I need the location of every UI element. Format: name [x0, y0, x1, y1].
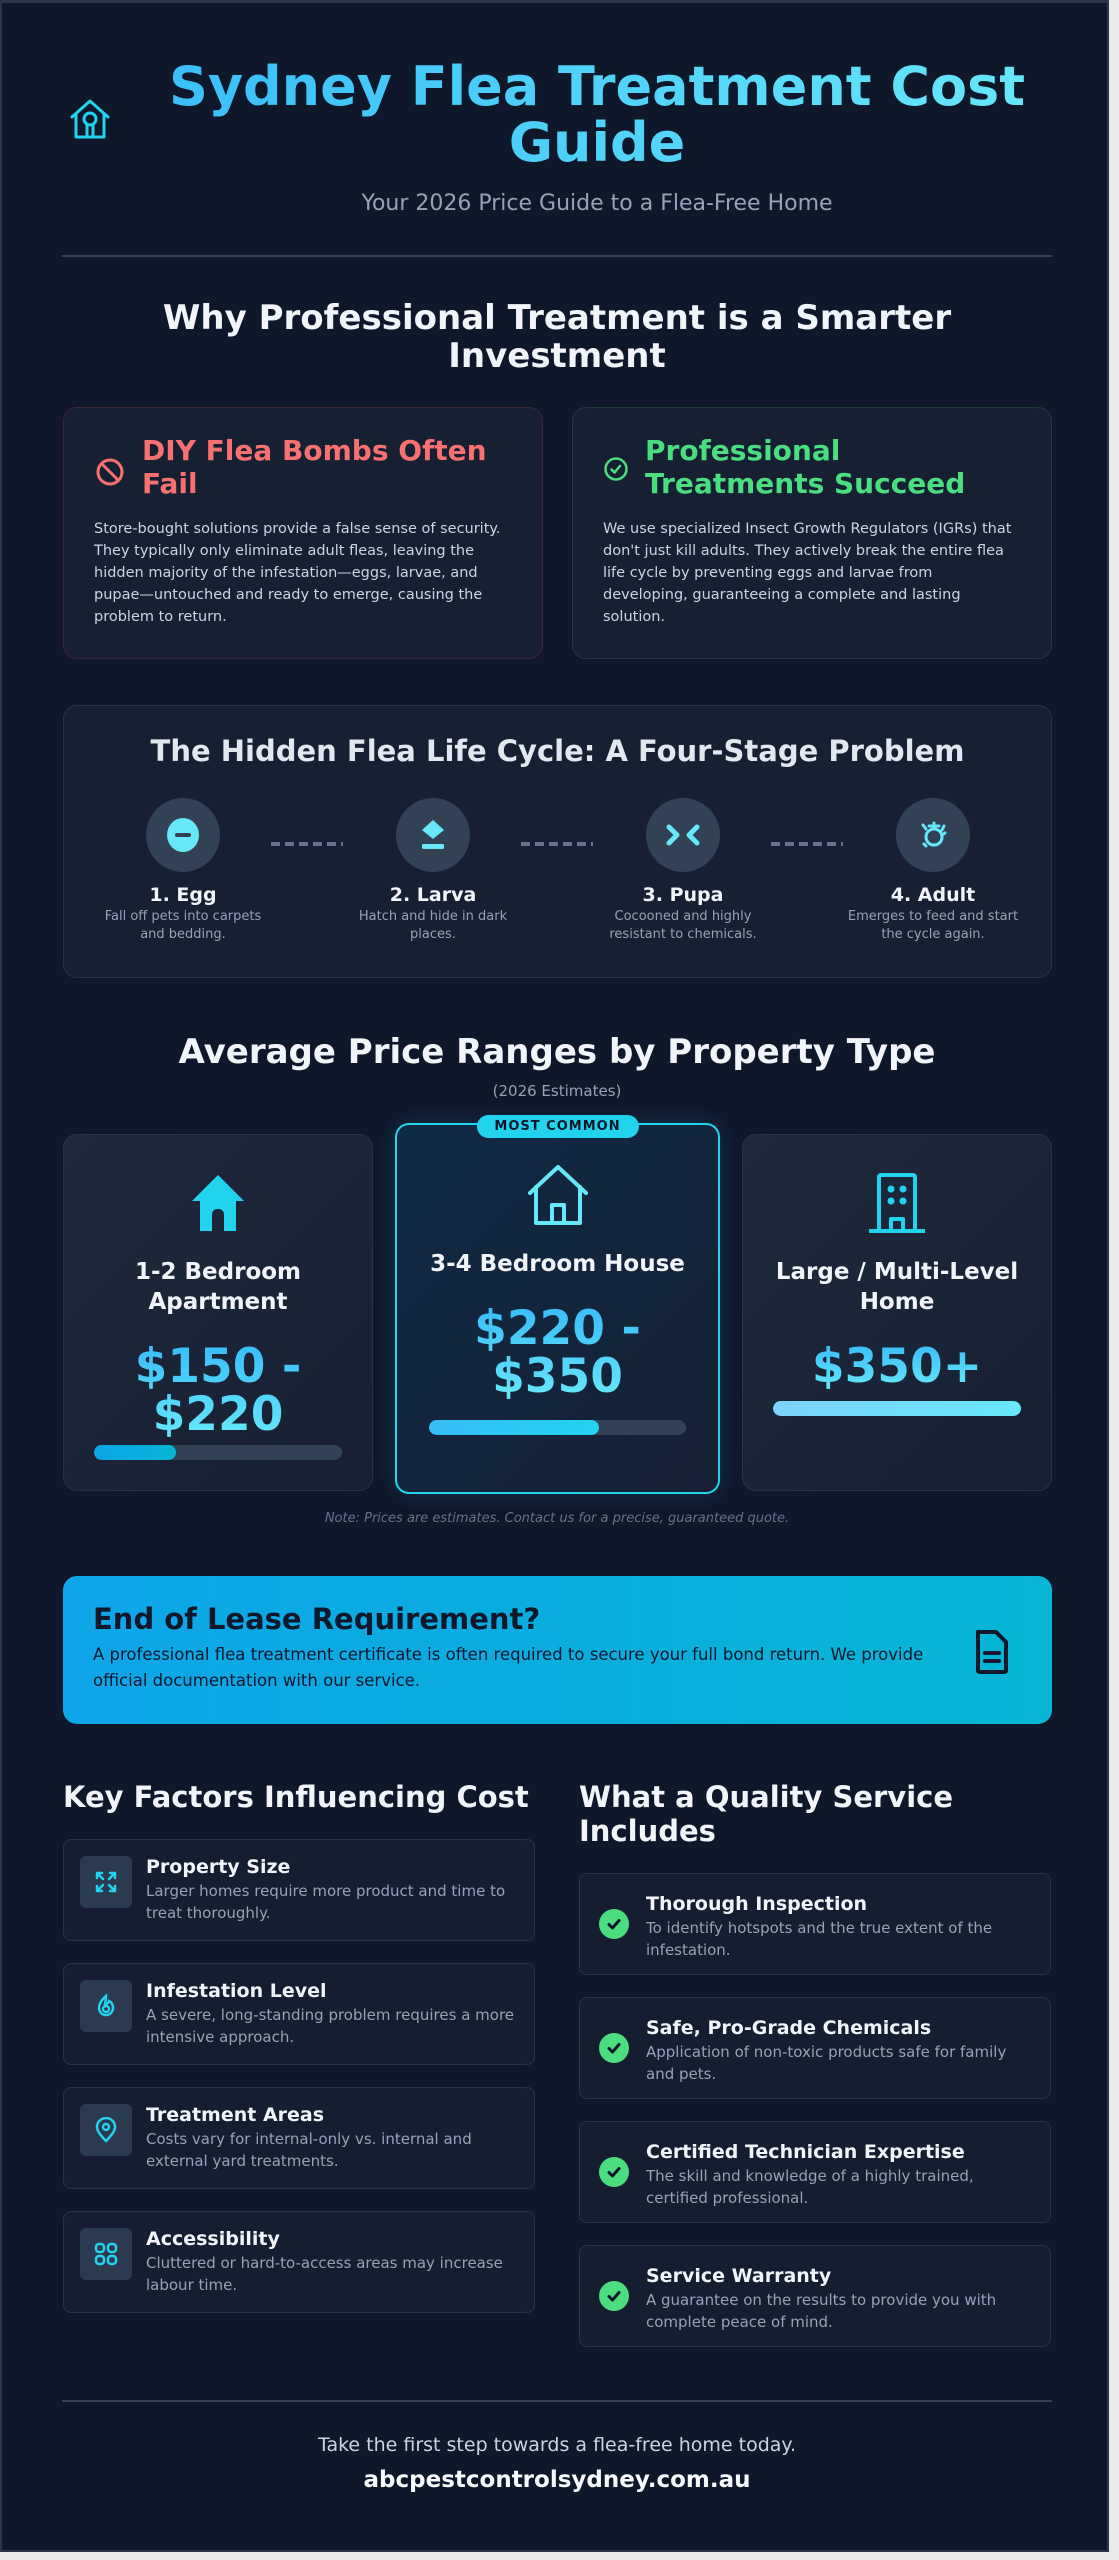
end-of-lease-banner: End of Lease Requirement? A professional…	[63, 1576, 1052, 1724]
diy-card: DIY Flea Bombs Often Fail Store-bought s…	[63, 407, 543, 659]
professional-card-body: We use specialized Insect Growth Regulat…	[603, 521, 1012, 625]
page-title: Sydney Flea Treatment Cost Guide	[142, 59, 1052, 171]
grid-icon	[94, 2242, 118, 2266]
header-divider	[62, 255, 1052, 257]
price-card-house: MOST COMMON 3-4 Bedroom House $220 - $35…	[395, 1115, 720, 1494]
price-card-title: 3-4 Bedroom House	[430, 1251, 685, 1277]
lifecycle-stage-pupa: 3. Pupa Cocooned and highly resistant to…	[593, 798, 773, 944]
check-icon	[607, 2043, 621, 2054]
services-title: What a Quality Service Includes	[579, 1780, 953, 1848]
lifecycle-connector	[271, 842, 343, 846]
cocoon-icon	[666, 824, 700, 846]
lease-title: End of Lease Requirement?	[93, 1602, 541, 1636]
lease-body: A professional flea treatment certificat…	[93, 1645, 924, 1690]
map-pin-icon	[95, 2117, 117, 2143]
egg-icon	[167, 818, 199, 852]
service-item: Certified Technician Expertise The skill…	[579, 2121, 1051, 2223]
price-card-title: 1-2 Bedroom Apartment	[134, 1259, 302, 1315]
building-icon	[869, 1173, 925, 1233]
comparison-title: Why Professional Treatment is a Smarter …	[162, 298, 952, 376]
footer-cta: Take the first step towards a flea-free …	[317, 2434, 796, 2456]
house-solid-icon	[192, 1175, 244, 1231]
expand-icon	[95, 1871, 117, 1893]
factors-title: Key Factors Influencing Cost	[63, 1780, 529, 1814]
lifecycle-connector	[771, 842, 843, 846]
service-item: Thorough Inspection To identify hotspots…	[579, 1873, 1051, 1975]
lifecycle-connector	[521, 842, 593, 846]
flea-icon	[921, 821, 947, 848]
price-bar	[773, 1401, 1021, 1416]
pricing-subtitle: (2026 Estimates)	[492, 1082, 622, 1100]
check-icon	[607, 2291, 621, 2302]
lifecycle-stage-egg: 1. Egg Fall off pets into carpets and be…	[93, 798, 273, 944]
price-value: $150 - $220	[64, 1343, 372, 1439]
diy-card-title: DIY Flea Bombs Often Fail	[142, 434, 487, 500]
lifecycle-stage-larva: 2. Larva Hatch and hide in dark places.	[343, 798, 523, 944]
factor-item: Property Size Larger homes require more …	[63, 1839, 535, 1941]
header: Sydney Flea Treatment Cost Guide Your 20…	[62, 51, 1052, 216]
website-link[interactable]: abcpestcontrolsydney.com.au	[363, 2467, 751, 2493]
pricing-note: Note: Prices are estimates. Contact us f…	[324, 1511, 790, 1526]
check-icon	[607, 2167, 621, 2178]
lifecycle-title: The Hidden Flea Life Cycle: A Four-Stage…	[150, 734, 965, 768]
check-circle-icon	[604, 457, 628, 481]
factor-item: Infestation Level A severe, long-standin…	[63, 1963, 535, 2065]
professional-card: Professional Treatments Succeed We use s…	[572, 407, 1052, 659]
service-item: Service Warranty A guarantee on the resu…	[579, 2245, 1051, 2347]
house-shield-icon	[70, 99, 110, 139]
most-common-badge: MOST COMMON	[476, 1115, 639, 1138]
larva-icon	[422, 820, 444, 849]
ban-icon	[96, 458, 124, 486]
check-icon	[607, 1919, 621, 1930]
pricing-title: Average Price Ranges by Property Type	[178, 1032, 936, 1072]
price-card-title: Large / Multi-Level Home	[775, 1259, 1019, 1315]
price-value: $350+	[743, 1343, 1051, 1391]
house-outline-icon	[527, 1165, 588, 1225]
flame-icon	[97, 1993, 115, 2017]
factor-item: Treatment Areas Costs vary for internal-…	[63, 2087, 535, 2189]
price-card-large-home: Large / Multi-Level Home $350+	[742, 1134, 1052, 1491]
page-subtitle: Your 2026 Price Guide to a Flea-Free Hom…	[361, 191, 833, 216]
factor-item: Accessibility Cluttered or hard-to-acces…	[63, 2211, 535, 2313]
document-icon	[976, 1630, 1008, 1674]
price-bar	[429, 1420, 686, 1435]
service-item: Safe, Pro-Grade Chemicals Application of…	[579, 1997, 1051, 2099]
professional-card-title: Professional Treatments Succeed	[645, 434, 966, 500]
price-bar	[94, 1445, 342, 1460]
lifecycle-panel: The Hidden Flea Life Cycle: A Four-Stage…	[63, 705, 1052, 978]
lifecycle-stage-adult: 4. Adult Emerges to feed and start the c…	[843, 798, 1023, 944]
price-card-apartment: 1-2 Bedroom Apartment $150 - $220	[63, 1134, 373, 1491]
footer-divider	[62, 2400, 1052, 2402]
diy-card-body: Store-bought solutions provide a false s…	[94, 521, 501, 625]
price-value: $220 - $350	[397, 1305, 718, 1401]
